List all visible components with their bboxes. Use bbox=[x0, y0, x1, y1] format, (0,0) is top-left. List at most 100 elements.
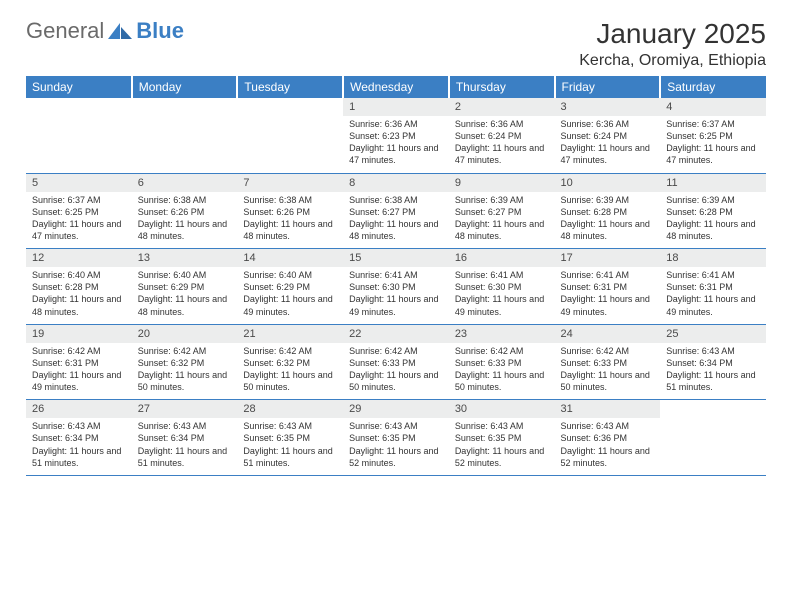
calendar-cell bbox=[660, 400, 766, 476]
day-number: 21 bbox=[237, 325, 343, 343]
calendar-cell: 7Sunrise: 6:38 AMSunset: 6:26 PMDaylight… bbox=[237, 173, 343, 249]
calendar-week-row: 1Sunrise: 6:36 AMSunset: 6:23 PMDaylight… bbox=[26, 98, 766, 173]
weekday-header-row: SundayMondayTuesdayWednesdayThursdayFrid… bbox=[26, 76, 766, 98]
calendar-cell: 29Sunrise: 6:43 AMSunset: 6:35 PMDayligh… bbox=[343, 400, 449, 476]
day-details bbox=[660, 418, 766, 470]
weekday-header: Monday bbox=[132, 76, 238, 98]
month-title: January 2025 bbox=[579, 18, 766, 50]
calendar-cell: 5Sunrise: 6:37 AMSunset: 6:25 PMDaylight… bbox=[26, 173, 132, 249]
day-details: Sunrise: 6:41 AMSunset: 6:30 PMDaylight:… bbox=[449, 267, 555, 324]
day-number: 19 bbox=[26, 325, 132, 343]
calendar-cell: 11Sunrise: 6:39 AMSunset: 6:28 PMDayligh… bbox=[660, 173, 766, 249]
day-number bbox=[132, 98, 238, 116]
day-details: Sunrise: 6:36 AMSunset: 6:24 PMDaylight:… bbox=[555, 116, 661, 173]
day-number: 10 bbox=[555, 174, 661, 192]
calendar-cell: 28Sunrise: 6:43 AMSunset: 6:35 PMDayligh… bbox=[237, 400, 343, 476]
day-details bbox=[26, 116, 132, 168]
calendar-cell: 2Sunrise: 6:36 AMSunset: 6:24 PMDaylight… bbox=[449, 98, 555, 173]
day-number: 8 bbox=[343, 174, 449, 192]
calendar-cell: 8Sunrise: 6:38 AMSunset: 6:27 PMDaylight… bbox=[343, 173, 449, 249]
day-details: Sunrise: 6:43 AMSunset: 6:34 PMDaylight:… bbox=[132, 418, 238, 475]
title-block: January 2025 Kercha, Oromiya, Ethiopia bbox=[579, 18, 766, 70]
weekday-header: Tuesday bbox=[237, 76, 343, 98]
header: General Blue January 2025 Kercha, Oromiy… bbox=[26, 18, 766, 70]
weekday-header: Sunday bbox=[26, 76, 132, 98]
calendar-cell: 27Sunrise: 6:43 AMSunset: 6:34 PMDayligh… bbox=[132, 400, 238, 476]
calendar-cell: 24Sunrise: 6:42 AMSunset: 6:33 PMDayligh… bbox=[555, 324, 661, 400]
day-number: 16 bbox=[449, 249, 555, 267]
calendar-cell: 19Sunrise: 6:42 AMSunset: 6:31 PMDayligh… bbox=[26, 324, 132, 400]
day-details: Sunrise: 6:38 AMSunset: 6:26 PMDaylight:… bbox=[237, 192, 343, 249]
day-details: Sunrise: 6:42 AMSunset: 6:32 PMDaylight:… bbox=[132, 343, 238, 400]
day-number: 29 bbox=[343, 400, 449, 418]
calendar-cell: 16Sunrise: 6:41 AMSunset: 6:30 PMDayligh… bbox=[449, 249, 555, 325]
calendar-cell: 1Sunrise: 6:36 AMSunset: 6:23 PMDaylight… bbox=[343, 98, 449, 173]
day-details: Sunrise: 6:43 AMSunset: 6:35 PMDaylight:… bbox=[449, 418, 555, 475]
day-number: 24 bbox=[555, 325, 661, 343]
calendar-cell: 10Sunrise: 6:39 AMSunset: 6:28 PMDayligh… bbox=[555, 173, 661, 249]
calendar-week-row: 5Sunrise: 6:37 AMSunset: 6:25 PMDaylight… bbox=[26, 173, 766, 249]
weekday-header: Wednesday bbox=[343, 76, 449, 98]
day-details bbox=[132, 116, 238, 168]
calendar-cell: 13Sunrise: 6:40 AMSunset: 6:29 PMDayligh… bbox=[132, 249, 238, 325]
brand-part2: Blue bbox=[136, 18, 184, 44]
calendar-cell: 22Sunrise: 6:42 AMSunset: 6:33 PMDayligh… bbox=[343, 324, 449, 400]
day-details: Sunrise: 6:43 AMSunset: 6:35 PMDaylight:… bbox=[343, 418, 449, 475]
calendar-cell: 31Sunrise: 6:43 AMSunset: 6:36 PMDayligh… bbox=[555, 400, 661, 476]
day-number: 27 bbox=[132, 400, 238, 418]
day-details: Sunrise: 6:42 AMSunset: 6:32 PMDaylight:… bbox=[237, 343, 343, 400]
day-details: Sunrise: 6:40 AMSunset: 6:28 PMDaylight:… bbox=[26, 267, 132, 324]
calendar-cell: 4Sunrise: 6:37 AMSunset: 6:25 PMDaylight… bbox=[660, 98, 766, 173]
day-number: 26 bbox=[26, 400, 132, 418]
day-number: 7 bbox=[237, 174, 343, 192]
calendar-week-row: 26Sunrise: 6:43 AMSunset: 6:34 PMDayligh… bbox=[26, 400, 766, 476]
brand-logo: General Blue bbox=[26, 18, 184, 44]
day-number: 25 bbox=[660, 325, 766, 343]
day-number: 3 bbox=[555, 98, 661, 116]
day-number: 28 bbox=[237, 400, 343, 418]
weekday-header: Thursday bbox=[449, 76, 555, 98]
day-number: 1 bbox=[343, 98, 449, 116]
calendar-week-row: 19Sunrise: 6:42 AMSunset: 6:31 PMDayligh… bbox=[26, 324, 766, 400]
day-details: Sunrise: 6:39 AMSunset: 6:28 PMDaylight:… bbox=[555, 192, 661, 249]
weekday-header: Friday bbox=[555, 76, 661, 98]
calendar-cell: 25Sunrise: 6:43 AMSunset: 6:34 PMDayligh… bbox=[660, 324, 766, 400]
day-details: Sunrise: 6:40 AMSunset: 6:29 PMDaylight:… bbox=[237, 267, 343, 324]
calendar-table: SundayMondayTuesdayWednesdayThursdayFrid… bbox=[26, 76, 766, 476]
calendar-cell bbox=[237, 98, 343, 173]
sail-icon bbox=[106, 21, 134, 41]
day-number: 4 bbox=[660, 98, 766, 116]
day-number: 6 bbox=[132, 174, 238, 192]
day-details bbox=[237, 116, 343, 168]
day-number: 23 bbox=[449, 325, 555, 343]
calendar-cell: 6Sunrise: 6:38 AMSunset: 6:26 PMDaylight… bbox=[132, 173, 238, 249]
day-details: Sunrise: 6:40 AMSunset: 6:29 PMDaylight:… bbox=[132, 267, 238, 324]
calendar-cell: 3Sunrise: 6:36 AMSunset: 6:24 PMDaylight… bbox=[555, 98, 661, 173]
day-number: 17 bbox=[555, 249, 661, 267]
day-number: 5 bbox=[26, 174, 132, 192]
calendar-cell: 21Sunrise: 6:42 AMSunset: 6:32 PMDayligh… bbox=[237, 324, 343, 400]
day-number: 14 bbox=[237, 249, 343, 267]
weekday-header: Saturday bbox=[660, 76, 766, 98]
calendar-cell: 14Sunrise: 6:40 AMSunset: 6:29 PMDayligh… bbox=[237, 249, 343, 325]
day-details: Sunrise: 6:39 AMSunset: 6:28 PMDaylight:… bbox=[660, 192, 766, 249]
calendar-cell bbox=[26, 98, 132, 173]
day-number: 11 bbox=[660, 174, 766, 192]
day-number bbox=[237, 98, 343, 116]
location-subtitle: Kercha, Oromiya, Ethiopia bbox=[579, 52, 766, 70]
day-details: Sunrise: 6:37 AMSunset: 6:25 PMDaylight:… bbox=[660, 116, 766, 173]
day-details: Sunrise: 6:38 AMSunset: 6:26 PMDaylight:… bbox=[132, 192, 238, 249]
day-details: Sunrise: 6:42 AMSunset: 6:33 PMDaylight:… bbox=[555, 343, 661, 400]
calendar-cell: 9Sunrise: 6:39 AMSunset: 6:27 PMDaylight… bbox=[449, 173, 555, 249]
calendar-cell: 30Sunrise: 6:43 AMSunset: 6:35 PMDayligh… bbox=[449, 400, 555, 476]
day-number bbox=[660, 400, 766, 418]
day-details: Sunrise: 6:41 AMSunset: 6:31 PMDaylight:… bbox=[660, 267, 766, 324]
day-details: Sunrise: 6:39 AMSunset: 6:27 PMDaylight:… bbox=[449, 192, 555, 249]
day-details: Sunrise: 6:36 AMSunset: 6:24 PMDaylight:… bbox=[449, 116, 555, 173]
day-number: 18 bbox=[660, 249, 766, 267]
day-number: 9 bbox=[449, 174, 555, 192]
day-details: Sunrise: 6:36 AMSunset: 6:23 PMDaylight:… bbox=[343, 116, 449, 173]
calendar-cell: 20Sunrise: 6:42 AMSunset: 6:32 PMDayligh… bbox=[132, 324, 238, 400]
day-details: Sunrise: 6:43 AMSunset: 6:34 PMDaylight:… bbox=[26, 418, 132, 475]
day-number: 30 bbox=[449, 400, 555, 418]
